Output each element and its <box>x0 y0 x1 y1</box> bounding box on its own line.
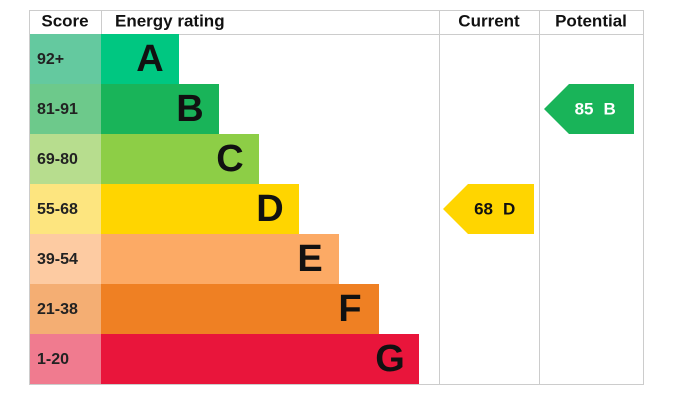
potential-score: 85 <box>575 99 594 118</box>
score-range: 81-91 <box>37 101 78 118</box>
rating-bar <box>101 184 299 234</box>
rating-letter: B <box>176 88 203 130</box>
score-cell <box>30 234 101 284</box>
header-rating: Energy rating <box>115 11 225 30</box>
header-current: Current <box>458 11 520 30</box>
score-cell <box>30 84 101 134</box>
current-letter: D <box>503 199 515 218</box>
rating-letter: E <box>297 238 322 280</box>
rating-letter: C <box>216 138 243 180</box>
current-arrow <box>443 184 534 234</box>
potential-arrow <box>544 84 634 134</box>
score-cell <box>30 284 101 334</box>
score-cell <box>30 134 101 184</box>
rating-bar <box>101 84 219 134</box>
header-score: Score <box>41 11 88 30</box>
score-range: 69-80 <box>37 151 78 168</box>
score-range: 55-68 <box>37 201 78 218</box>
frame <box>29 10 644 385</box>
current-score: 68 <box>474 199 493 218</box>
score-range: 21-38 <box>37 301 78 318</box>
rating-letter: D <box>256 188 283 230</box>
score-cell <box>30 334 101 384</box>
rating-bar <box>101 284 379 334</box>
rating-bar <box>101 234 339 284</box>
rating-letter: G <box>375 338 405 380</box>
rating-letter: A <box>136 38 163 80</box>
score-cell <box>30 184 101 234</box>
score-range: 1-20 <box>37 351 69 368</box>
rating-bar <box>101 134 259 184</box>
rating-bar <box>101 34 179 84</box>
score-cell <box>30 34 101 84</box>
potential-letter: B <box>604 99 616 118</box>
score-range: 39-54 <box>37 251 78 268</box>
score-range: 92+ <box>37 51 64 68</box>
rating-letter: F <box>338 288 361 330</box>
header-potential: Potential <box>555 11 627 30</box>
rating-bar <box>101 334 419 384</box>
